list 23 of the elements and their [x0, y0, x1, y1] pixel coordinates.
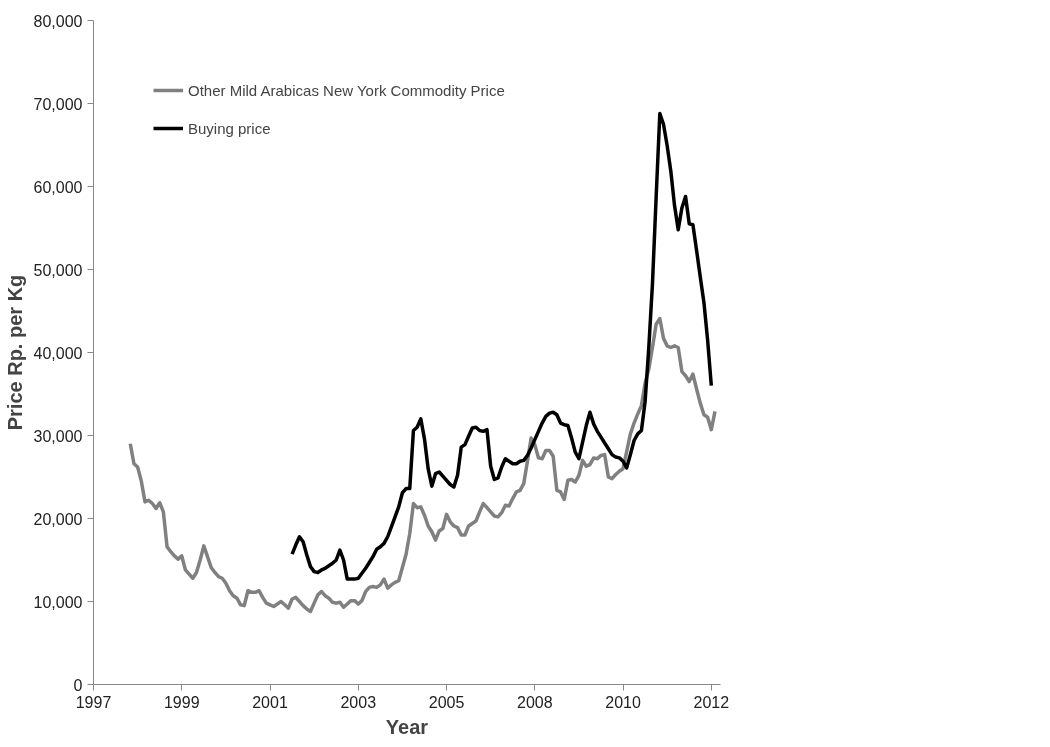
- x-axis-title: Year: [385, 715, 429, 738]
- line-series: [128, 316, 717, 614]
- legend-label: Buying price: [188, 119, 271, 137]
- x-tick-label: 2010: [605, 693, 641, 711]
- x-tick-label: 2003: [340, 693, 377, 711]
- y-tick-label: 70,000: [33, 95, 83, 113]
- legend-label: Other Mild Arabicas New York Commodity Price: [188, 81, 505, 99]
- x-tick-label: 2001: [252, 693, 288, 711]
- y-tick-label: 20,000: [33, 510, 83, 528]
- x-tick-label: 1999: [163, 693, 200, 711]
- y-tick-label: 50,000: [33, 261, 83, 279]
- y-tick-label: 80,000: [33, 12, 83, 30]
- x-tick-label: 2008: [516, 693, 553, 711]
- y-tick-label: 10,000: [33, 593, 83, 611]
- y-tick-label: 30,000: [33, 427, 83, 445]
- x-tick-label: 2012: [693, 693, 730, 711]
- x-tick-label: 2005: [428, 693, 465, 711]
- line-series: [290, 111, 714, 581]
- y-axis-title: Price Rp. per Kg: [3, 274, 26, 431]
- y-tick-label: 0: [73, 676, 83, 694]
- y-tick-label: 40,000: [33, 344, 83, 362]
- x-tick-label: 1997: [75, 693, 112, 711]
- y-tick-label: 60,000: [33, 178, 83, 196]
